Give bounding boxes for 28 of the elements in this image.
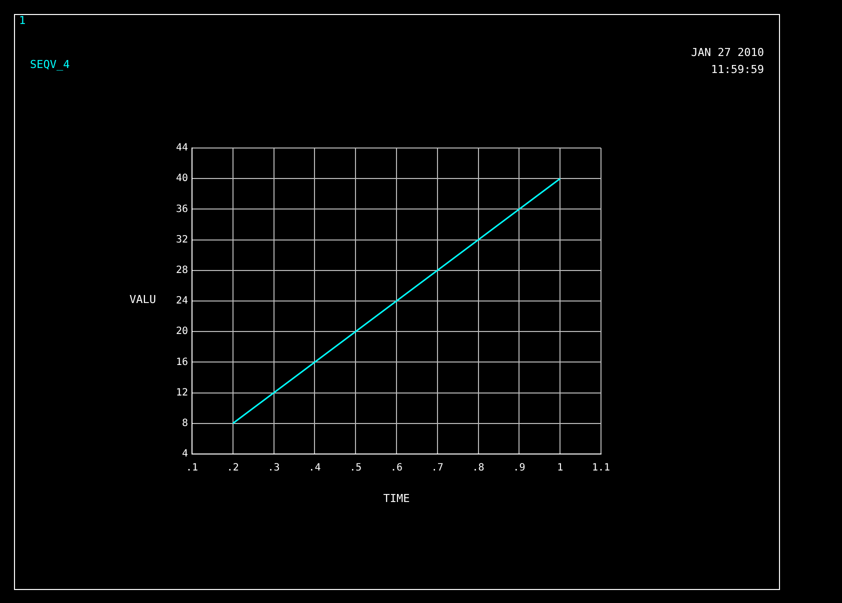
x-tick-label: .7	[431, 462, 444, 474]
x-tick-label: .6	[390, 462, 403, 474]
y-tick-label: 32	[176, 234, 188, 246]
y-tick-label: 20	[176, 326, 188, 338]
x-tick-label: .3	[268, 462, 280, 474]
y-tick-label: 40	[176, 173, 188, 184]
x-tick-label: 1	[557, 462, 564, 474]
y-axis-title: VALU	[130, 293, 156, 306]
text: 11:59:59	[711, 63, 764, 76]
x-tick-label: .9	[513, 462, 526, 474]
x-axis-title: TIME	[383, 492, 410, 505]
y-tick-label: 36	[176, 204, 188, 215]
x-tick-label: .4	[308, 462, 321, 474]
y-tick-label: 28	[176, 264, 188, 276]
x-tick-label: .5	[350, 462, 362, 474]
y-tick-label: 12	[176, 387, 188, 398]
x-tick-label: .1	[186, 462, 198, 474]
x-tick-label: .2	[226, 462, 239, 474]
y-tick-label: 4	[182, 448, 188, 460]
y-tick-label: 16	[176, 356, 188, 368]
y-tick-label: 44	[176, 142, 188, 154]
y-tick-label: 8	[182, 418, 188, 429]
x-tick-label: 1.1	[592, 462, 610, 474]
text: JAN 27 2010	[691, 46, 764, 59]
text: 1	[19, 14, 26, 27]
y-tick-label: 24	[176, 296, 188, 307]
x-tick-label: .8	[472, 462, 484, 474]
text: SEQV_4	[30, 58, 70, 71]
